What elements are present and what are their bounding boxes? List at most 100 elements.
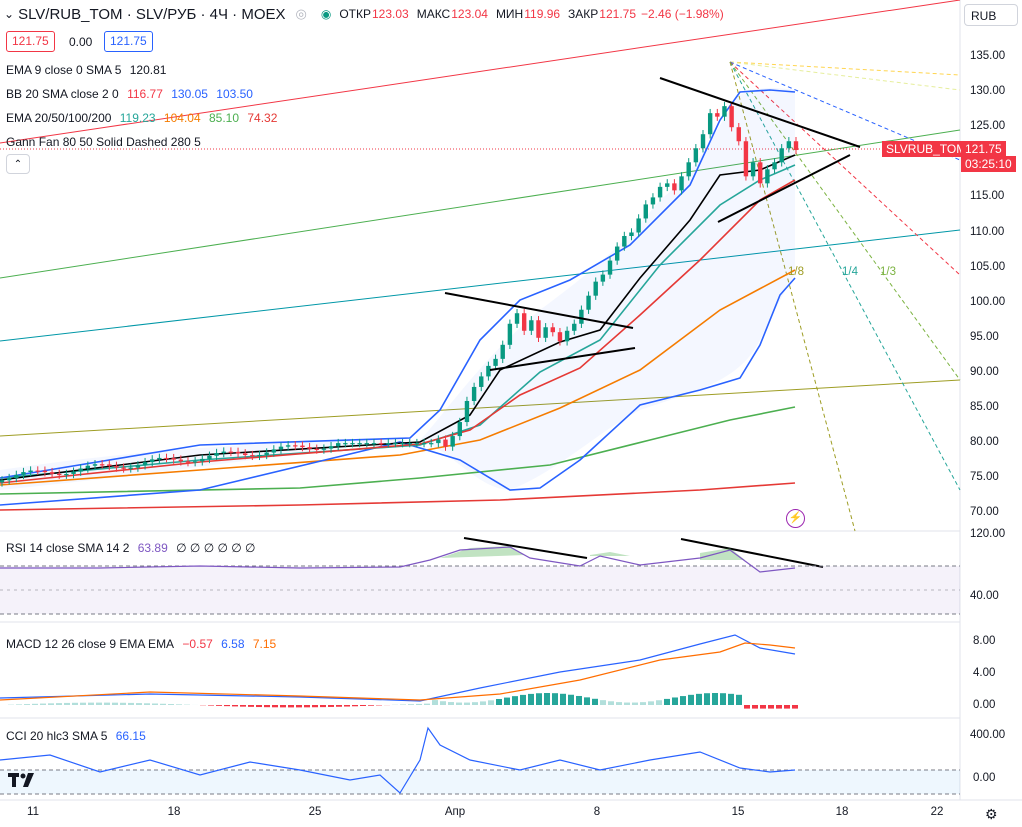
low-value: 119.96 <box>524 7 561 21</box>
candle-body <box>386 443 391 445</box>
candle-body <box>407 443 412 445</box>
price-axis-tick: 80.00 <box>970 436 999 449</box>
macd-bar <box>304 705 310 708</box>
gann-legend[interactable]: Gann Fan 80 50 Solid Dashed 280 5 <box>6 135 206 149</box>
lightning-icon[interactable]: ⚡ <box>786 509 805 528</box>
ema9-legend[interactable]: EMA 9 close 0 SMA 5 120.81 <box>6 63 171 77</box>
candle-body <box>293 445 298 447</box>
candle-body <box>142 462 148 466</box>
macd-bar <box>256 705 262 708</box>
candle-body <box>672 183 677 191</box>
candle-body <box>321 448 327 450</box>
ema-multi-legend[interactable]: EMA 20/50/100/200 119.23 104.04 85.10 74… <box>6 111 282 125</box>
macd-bar <box>600 700 606 705</box>
currency-button[interactable]: RUB <box>964 4 1018 26</box>
macd-value-2: 6.58 <box>221 637 245 651</box>
price-axis-tick: 125.00 <box>970 120 1006 133</box>
cci-label: CCI 20 hlc3 SMA 5 <box>6 729 108 743</box>
candle-body <box>128 467 133 469</box>
macd-axis-0: 0.00 <box>973 699 996 711</box>
eye-icon[interactable]: ◎ <box>295 6 307 21</box>
candle-body <box>543 327 548 338</box>
macd-bar <box>712 693 718 705</box>
macd-bar <box>584 697 590 705</box>
change-value: −2.46 (−1.98%) <box>641 7 724 21</box>
bb-legend[interactable]: BB 20 SMA close 2 0 116.77 130.05 103.50 <box>6 87 258 101</box>
candle-body <box>715 113 720 117</box>
tradingview-logo-icon[interactable] <box>8 770 42 790</box>
candle-body <box>550 327 555 333</box>
gann-label-1-3: 1/3 <box>880 266 896 278</box>
macd-bar <box>496 698 502 705</box>
candle-body <box>42 470 48 473</box>
bb-lower-line <box>0 277 796 506</box>
collapse-legend-button[interactable]: ⌃ <box>6 154 30 174</box>
macd-bar <box>280 705 286 708</box>
candle-body <box>92 464 98 466</box>
macd-bar <box>240 705 246 707</box>
macd-bar <box>744 705 750 709</box>
macd-bar <box>608 701 614 705</box>
chevron-down-icon[interactable]: ⌄ <box>4 7 15 21</box>
bb-value-1: 116.77 <box>127 87 163 101</box>
macd-bar <box>64 702 70 705</box>
candle-body <box>85 465 91 469</box>
candle-body <box>221 451 226 454</box>
symbol-title[interactable]: SLV/RUB_TOM · SLV/РУБ · 4Ч · MOEX <box>18 5 286 23</box>
time-tick: 11 <box>27 806 39 818</box>
macd-bar <box>232 705 238 707</box>
macd-bar <box>272 705 278 708</box>
macd-bar <box>312 705 318 708</box>
candle-body <box>157 457 162 460</box>
macd-bar <box>520 694 526 705</box>
candle-body <box>536 320 541 338</box>
bb-label: BB 20 SMA close 2 0 <box>6 87 119 101</box>
candle-body <box>421 443 427 445</box>
macd-axis-4: 4.00 <box>973 667 996 679</box>
macd-bar <box>136 703 142 705</box>
price-axis-tick: 105.00 <box>970 260 1006 273</box>
candle-body <box>64 473 69 476</box>
candle-body <box>428 443 434 445</box>
low-label: МИН <box>495 7 524 21</box>
candle-body <box>772 162 777 170</box>
macd-bar <box>328 705 334 707</box>
candle-body <box>393 443 398 445</box>
rsi-legend[interactable]: RSI 14 close SMA 14 2 63.89 ∅ ∅ ∅ ∅ ∅ ∅ <box>6 541 261 555</box>
macd-bar <box>352 705 358 707</box>
price-axis-tick: 110.00 <box>970 225 1005 238</box>
candle-body <box>214 453 219 456</box>
macd-bar <box>560 693 566 705</box>
candle-body <box>121 467 126 469</box>
candle-body <box>450 436 455 447</box>
macd-bar <box>56 703 62 705</box>
ema-multi-label: EMA 20/50/100/200 <box>6 111 112 125</box>
candle-body <box>779 148 784 163</box>
candle-body <box>99 464 105 466</box>
time-tick: 18 <box>167 806 181 818</box>
candle-body <box>0 480 5 483</box>
gear-icon[interactable]: ⚙ <box>985 806 998 822</box>
candle-body <box>300 445 305 448</box>
macd-bar <box>456 702 462 705</box>
macd-bar <box>96 702 102 705</box>
candle-body <box>457 422 463 437</box>
candle-body <box>514 313 520 324</box>
macd-bar <box>440 701 446 705</box>
candle-body <box>722 106 727 117</box>
ask-button[interactable]: 121.75 <box>104 31 153 52</box>
candle-body <box>607 260 613 275</box>
macd-bar <box>720 693 726 705</box>
price-axis-tick: 90.00 <box>970 365 999 378</box>
bid-button[interactable]: 121.75 <box>6 31 55 52</box>
candle-body <box>557 332 563 342</box>
price-axis-tick: 85.00 <box>970 401 999 413</box>
macd-bar <box>360 705 366 707</box>
macd-legend[interactable]: MACD 12 26 close 9 EMA EMA −0.57 6.58 7.… <box>6 637 281 651</box>
candle-body <box>71 471 76 474</box>
macd-bar <box>752 705 758 709</box>
candle-body <box>135 465 141 468</box>
cci-legend[interactable]: CCI 20 hlc3 SMA 5 66.15 <box>6 729 151 743</box>
macd-bar <box>776 705 782 709</box>
